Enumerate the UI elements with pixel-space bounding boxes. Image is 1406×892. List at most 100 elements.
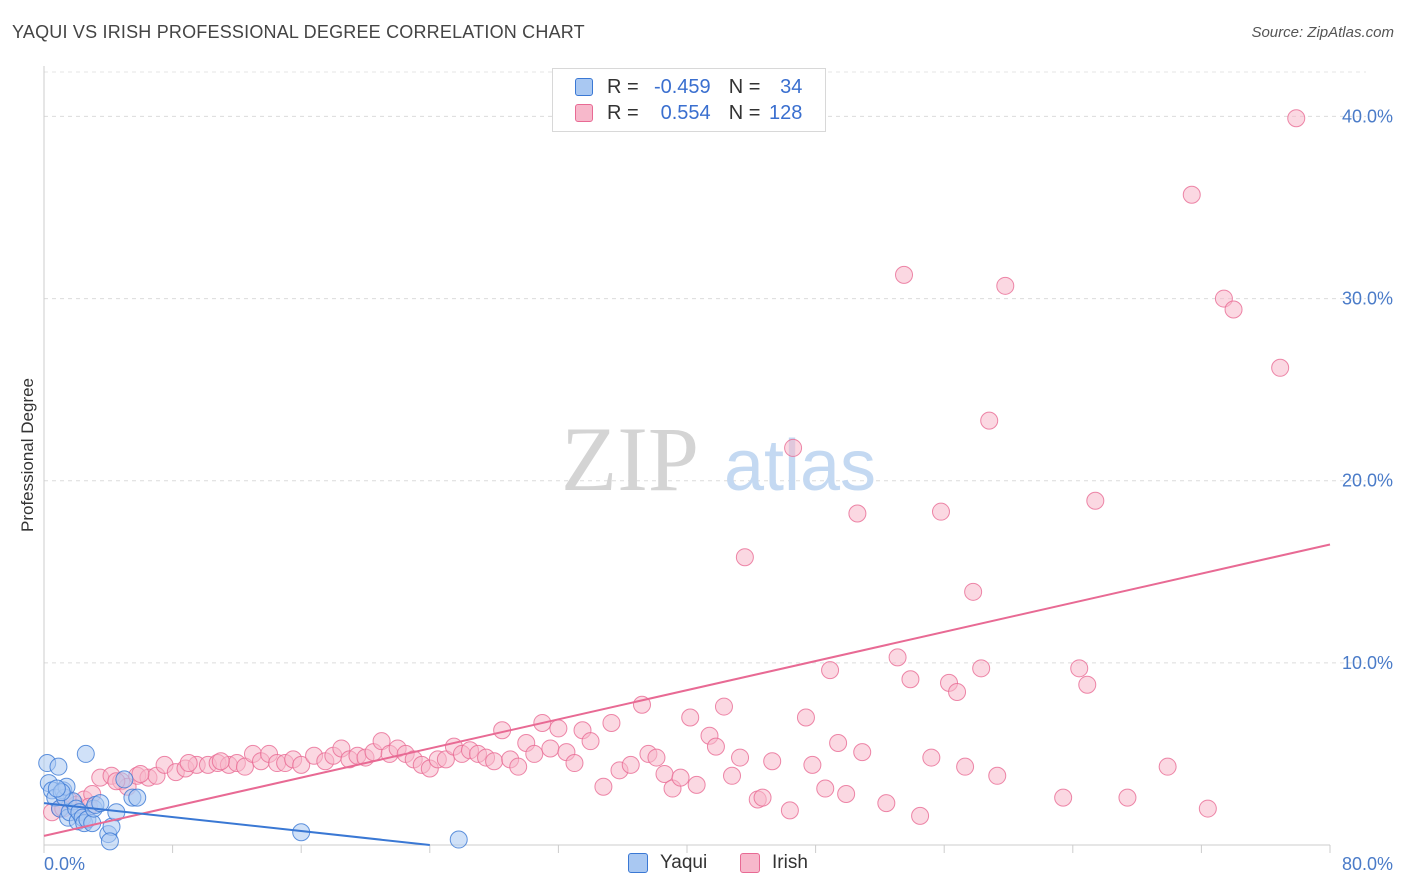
irish-point [525, 744, 544, 763]
irish-point [1054, 788, 1073, 807]
yaqui-point [115, 770, 134, 789]
series-label-irish: Irish [772, 852, 808, 873]
y-tick-label: 40.0% [1342, 106, 1393, 126]
irish-point [888, 648, 907, 667]
legend-n-label: N = [728, 101, 761, 124]
irish-point [784, 438, 803, 457]
yaqui-point [49, 757, 68, 776]
irish-point [848, 504, 867, 523]
irish-point [621, 755, 640, 774]
irish-point [901, 670, 920, 689]
irish-point [549, 719, 568, 738]
yaqui-point [128, 788, 147, 807]
legend-r-value: -0.459 [653, 75, 711, 98]
legend-swatch-yaqui [575, 78, 593, 96]
x-tick-label: 80.0% [1342, 854, 1393, 874]
irish-point [1271, 358, 1290, 377]
axes [43, 66, 1331, 853]
irish-point [647, 748, 666, 767]
irish-point [602, 713, 621, 732]
series-legend-irish: Irish [740, 852, 808, 874]
trend-lines [43, 543, 1331, 846]
irish-point [853, 743, 872, 762]
irish-point [964, 582, 983, 601]
irish-point [372, 732, 391, 751]
y-tick-label: 30.0% [1342, 289, 1393, 309]
series-swatch-yaqui [628, 853, 648, 873]
irish-point [922, 748, 941, 767]
irish-point [877, 794, 896, 813]
irish-point [988, 766, 1007, 785]
irish-point [235, 757, 254, 776]
legend-n-value: 128 [769, 101, 803, 124]
irish-point [1158, 757, 1177, 776]
irish-point [895, 265, 914, 284]
irish-point [509, 757, 528, 776]
irish-point [179, 754, 198, 773]
irish-point [763, 752, 782, 771]
tick-labels: 10.0% 20.0% 30.0% 40.0% 0.0% 80.0% [44, 106, 1393, 874]
irish-point [714, 697, 733, 716]
legend-row-yaqui: R = -0.459 N = 34 [575, 75, 802, 99]
irish-point [292, 755, 311, 774]
irish-point [972, 659, 991, 678]
x-tick-label: 0.0% [44, 854, 85, 874]
irish-point [594, 777, 613, 796]
irish-point [996, 276, 1015, 295]
yaqui-trend-line [43, 802, 430, 846]
legend-n-label: N = [728, 75, 761, 98]
irish-point [671, 768, 690, 787]
irish-point [911, 806, 930, 825]
legend-swatch-irish [575, 104, 593, 122]
irish-point [211, 752, 230, 771]
series-label-yaqui: Yaqui [660, 852, 708, 873]
legend-r-label: R = [607, 75, 639, 98]
irish-point [837, 785, 856, 803]
irish-point [931, 502, 950, 521]
irish-point [1070, 659, 1089, 678]
irish-point [731, 748, 750, 767]
irish-point [581, 732, 600, 751]
irish-point [796, 708, 815, 727]
legend-r-value: 0.554 [660, 101, 711, 124]
irish-point [803, 755, 822, 774]
legend-row-irish: R = 0.554 N = 128 [575, 101, 802, 125]
y-tick-label: 20.0% [1342, 471, 1393, 491]
watermark-atlas: atlas [724, 426, 876, 506]
irish-point [829, 734, 848, 752]
irish-point [735, 548, 754, 567]
yaqui-point [47, 779, 66, 798]
irish-point [723, 766, 742, 785]
irish-point [1224, 300, 1243, 319]
irish-point [485, 752, 504, 771]
irish-point [1198, 799, 1217, 818]
irish-trend-line [43, 543, 1331, 837]
irish-point [681, 708, 700, 727]
series-swatch-irish [740, 853, 760, 873]
y-tick-label: 10.0% [1342, 653, 1393, 673]
irish-point [816, 779, 835, 798]
yaqui-point [100, 832, 119, 851]
irish-point [821, 661, 840, 680]
yaqui-point [91, 794, 110, 813]
grid-lines [44, 71, 1366, 664]
legend-r-label: R = [607, 101, 639, 124]
irish-point [1118, 788, 1137, 807]
irish-point [436, 750, 455, 769]
watermark-zip: ZIP [561, 408, 699, 510]
irish-point [565, 754, 584, 773]
irish-point [780, 801, 799, 820]
irish-point [1287, 109, 1306, 128]
yaqui-series [38, 744, 468, 851]
irish-point [980, 411, 999, 430]
series-legend-yaqui: Yaqui [628, 852, 707, 874]
irish-point [1078, 675, 1097, 694]
irish-point [687, 775, 706, 794]
yaqui-point [76, 744, 95, 763]
irish-point [706, 737, 725, 756]
yaqui-point [449, 830, 468, 849]
series-legend: Yaqui Irish [0, 852, 1406, 878]
irish-point [541, 739, 560, 758]
irish-point [753, 788, 772, 807]
